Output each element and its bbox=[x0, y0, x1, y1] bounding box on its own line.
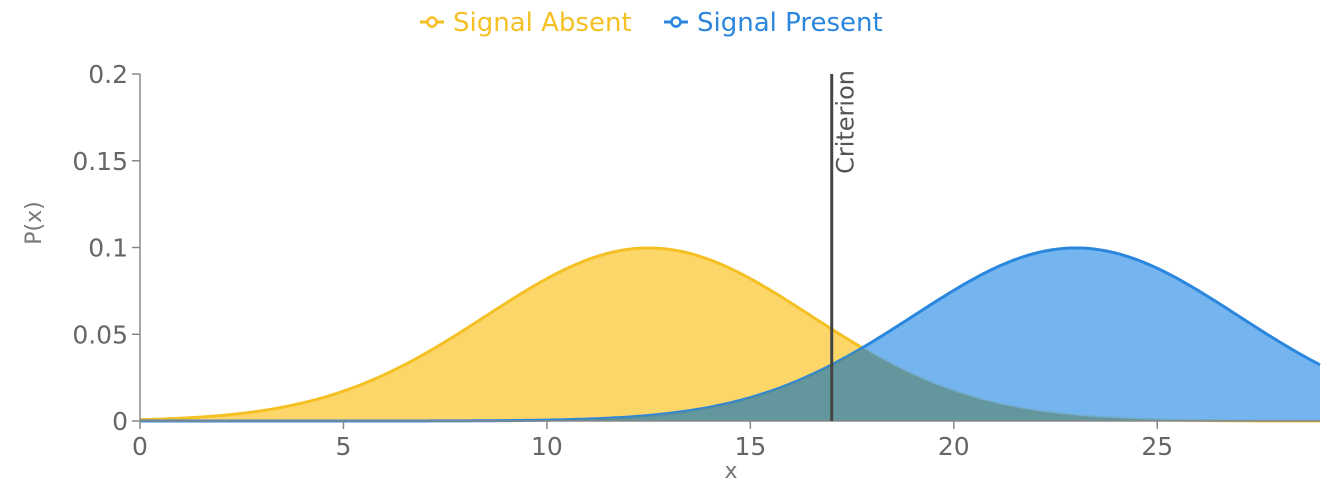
legend-label-signal-present[interactable]: Signal Present bbox=[697, 8, 883, 38]
y-tick-label: 0.05 bbox=[72, 320, 128, 349]
x-tick-label: 5 bbox=[335, 432, 351, 461]
annotations: Criterion bbox=[830, 70, 860, 421]
axes: 0 0.05 0.1 0.15 0.2 0 5 10 15 20 25 bbox=[72, 60, 1320, 461]
x-tick-label: 20 bbox=[938, 432, 970, 461]
area-signal-absent bbox=[140, 247, 1320, 421]
criterion-label: Criterion bbox=[832, 70, 860, 174]
legend-marker-signal-absent bbox=[426, 16, 438, 28]
y-tick-label: 0.2 bbox=[88, 60, 128, 89]
x-tick-label: 0 bbox=[132, 432, 148, 461]
y-tick-label: 0.1 bbox=[88, 234, 128, 263]
legend: Signal Absent Signal Present bbox=[420, 8, 883, 38]
overlap-area bbox=[140, 348, 1320, 421]
x-tick-label: 15 bbox=[734, 432, 766, 461]
x-tick-label: 10 bbox=[531, 432, 563, 461]
legend-marker-signal-present bbox=[670, 16, 682, 28]
x-tick-label: 25 bbox=[1141, 432, 1173, 461]
x-axis-title: x bbox=[724, 459, 737, 484]
legend-label-signal-absent[interactable]: Signal Absent bbox=[453, 8, 632, 38]
y-axis-title: P(x) bbox=[22, 201, 47, 244]
plot-area bbox=[139, 246, 1321, 423]
area-signal-present bbox=[140, 247, 1320, 421]
y-tick-label: 0 bbox=[112, 407, 128, 436]
y-tick-label: 0.15 bbox=[72, 147, 128, 176]
